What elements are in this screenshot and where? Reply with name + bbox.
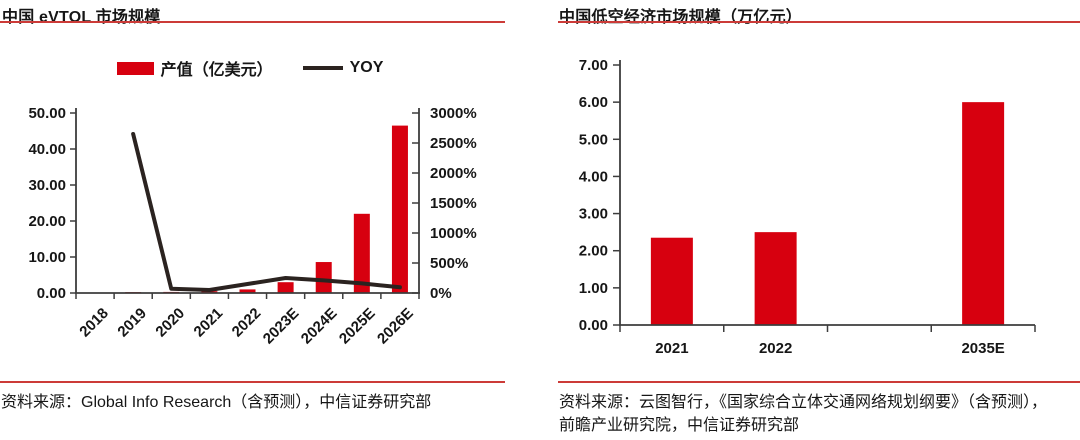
svg-text:2019: 2019 <box>114 305 150 341</box>
x-axis-labels: 2021 2022 2035E <box>655 340 1005 357</box>
svg-text:1.00: 1.00 <box>579 280 608 297</box>
svg-text:2023E: 2023E <box>260 305 303 348</box>
svg-text:3.00: 3.00 <box>579 206 608 223</box>
axes <box>75 108 420 294</box>
svg-text:5.00: 5.00 <box>579 131 608 148</box>
svg-text:6.00: 6.00 <box>579 94 608 111</box>
bar-2023E <box>277 282 294 293</box>
svg-text:2035E: 2035E <box>961 340 1004 357</box>
bar-2035E <box>962 102 1005 325</box>
svg-text:1500%: 1500% <box>430 195 477 212</box>
svg-text:2000%: 2000% <box>430 165 477 182</box>
right-source-note-line2: 前瞻产业研究院，中信证券研究部 <box>559 417 800 434</box>
right-axis-labels: 0% 500% 1000% 1500% 2000% 2500% 3000% <box>430 105 477 302</box>
svg-text:10.00: 10.00 <box>28 249 66 266</box>
svg-text:50.00: 50.00 <box>28 105 66 122</box>
right-chart-title: 中国低空经济市场规模（万亿元） <box>559 9 803 26</box>
svg-text:2.00: 2.00 <box>579 243 608 260</box>
svg-text:20.00: 20.00 <box>28 213 66 230</box>
svg-text:2018: 2018 <box>76 305 112 341</box>
right-source-note-line1: 资料来源：云图智行，《国家综合立体交通网络规划纲要》（含预测）， <box>559 394 1048 411</box>
svg-text:2500%: 2500% <box>430 135 477 152</box>
svg-text:2026E: 2026E <box>374 305 417 348</box>
right-source-rule <box>558 381 1080 383</box>
bar-2025E <box>353 213 370 293</box>
bar-2026E <box>391 125 408 293</box>
left-chart-legend: 产值（亿美元） YOY <box>0 58 500 79</box>
evtol-bar-line-chart: 0.00 10.00 20.00 30.00 40.00 50.00 0% 500% 1000%… <box>28 105 477 348</box>
svg-text:2020: 2020 <box>152 305 188 341</box>
output-value-bars <box>125 125 408 293</box>
low-altitude-economy-bar-chart: 0.00 1.00 2.00 3.00 4.00 5.00 6.00 7.00 2021 2022… <box>579 57 1036 357</box>
y-axis-labels: 0.00 1.00 2.00 3.00 4.00 5.00 6.00 7.00 <box>579 57 608 334</box>
bar-2022 <box>754 232 797 325</box>
line-series-swatch <box>302 66 343 70</box>
left-source-note: 资料来源：Global Info Research（含预测），中信证券研究部 <box>1 394 432 411</box>
svg-text:500%: 500% <box>430 255 468 272</box>
bar-2024E <box>315 262 332 293</box>
svg-text:40.00: 40.00 <box>28 141 66 158</box>
left-title-rule <box>0 21 505 23</box>
svg-text:4.00: 4.00 <box>579 168 608 185</box>
svg-text:2025E: 2025E <box>336 305 379 348</box>
left-chart-title: 中国 eVTOL 市场规模 <box>2 9 161 26</box>
svg-text:2024E: 2024E <box>298 305 341 348</box>
bar-series-label: 产值（亿美元） <box>160 62 273 79</box>
market-size-bars <box>650 102 1005 325</box>
svg-text:0%: 0% <box>430 285 452 302</box>
svg-text:2021: 2021 <box>191 305 227 341</box>
left-axis-labels: 0.00 10.00 20.00 30.00 40.00 50.00 <box>28 105 66 302</box>
svg-text:3000%: 3000% <box>430 105 477 122</box>
tick-marks <box>70 112 420 299</box>
svg-text:30.00: 30.00 <box>28 177 66 194</box>
svg-text:7.00: 7.00 <box>579 57 608 74</box>
yoy-line <box>131 132 402 292</box>
bar-2022 <box>239 289 256 293</box>
svg-text:2021: 2021 <box>655 340 688 357</box>
svg-text:1000%: 1000% <box>430 225 477 242</box>
tick-marks <box>613 64 1036 332</box>
svg-text:2022: 2022 <box>759 340 792 357</box>
right-title-rule <box>558 21 1080 23</box>
bar-series-swatch <box>116 61 154 75</box>
line-series-label: YOY <box>349 59 384 76</box>
svg-text:0.00: 0.00 <box>579 317 608 334</box>
bar-2021 <box>650 237 693 325</box>
left-source-rule <box>0 381 505 383</box>
svg-text:0.00: 0.00 <box>37 285 66 302</box>
